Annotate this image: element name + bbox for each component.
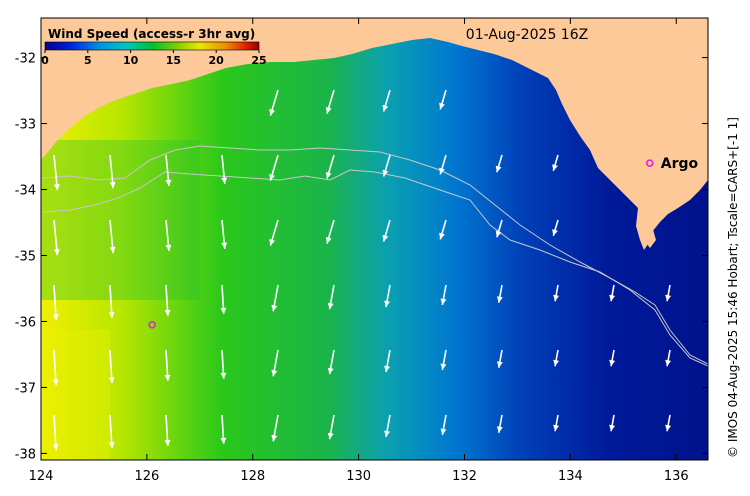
wind-arrow-head (384, 300, 391, 308)
wind-arrow-head (665, 294, 672, 302)
colorbar-ticks: 0 5 10 15 20 25 (41, 50, 267, 67)
colorbar-tick-label: 10 (123, 54, 139, 67)
wind-arrow-head (609, 359, 616, 367)
wind-arrow-head (53, 184, 60, 191)
wind-arrow-head (439, 232, 445, 240)
wind-arrow-head (553, 294, 560, 302)
wind-arrow-head (382, 104, 389, 112)
wind-arrow-head (552, 164, 558, 171)
y-tick-label: -35 (15, 249, 36, 264)
land-peninsula (638, 208, 656, 248)
argo-float-marker (148, 320, 156, 329)
wind-arrow-head (382, 169, 389, 177)
wind-arrow-head (327, 367, 334, 375)
wind-arrow-head (384, 365, 391, 373)
wind-arrow-head (165, 179, 172, 186)
x-tick-label: 126 (134, 469, 159, 484)
wind-arrow-head (108, 377, 115, 384)
wind-arrow-head (109, 246, 116, 254)
wind-arrow-head (327, 302, 334, 310)
axis-ticks: 124 126 128 130 132 134 136 -32 -33 -34 -35 -36 -37 -… (15, 18, 708, 484)
colorbar-tick-label: 0 (41, 54, 49, 67)
wind-arrow-head (164, 309, 171, 317)
wind-arrow-head (325, 106, 332, 114)
wind-arrow-head (665, 424, 672, 432)
wind-arrow-head (269, 174, 275, 181)
wind-arrow-head (665, 359, 672, 367)
wind-arrow-head (165, 244, 172, 251)
wind-arrow-head (271, 434, 278, 442)
wind-arrow-head (108, 312, 115, 319)
x-tick-label: 130 (346, 469, 371, 484)
wind-arrow-head (440, 298, 447, 305)
wind-shading-sw (41, 330, 110, 460)
wind-arrow-head (221, 242, 228, 249)
wind-arrow-head (325, 171, 332, 179)
wind-arrow-head (325, 236, 332, 244)
wind-arrow-head (440, 428, 447, 435)
wind-arrow-head (495, 230, 502, 238)
wind-arrow-head (52, 314, 59, 321)
colorbar-tick-label: 5 (84, 54, 92, 67)
wind-arrow-head (164, 374, 171, 382)
wind-arrow-head (496, 361, 503, 368)
colorbar-tick-label: 20 (209, 54, 225, 67)
wind-arrow-head (271, 369, 278, 377)
wind-arrow-head (220, 372, 227, 379)
marker-label: Argo (661, 156, 699, 172)
wind-arrow-head (439, 102, 445, 110)
y-tick-label: -37 (15, 381, 36, 396)
wind-arrow-head (220, 437, 227, 444)
y-tick-label: -32 (15, 52, 36, 67)
x-tick-label: 128 (240, 469, 265, 484)
date-label: 01-Aug-2025 16Z (466, 27, 588, 43)
y-tick-label: -36 (15, 315, 36, 330)
wind-arrow-head (553, 359, 560, 367)
wind-arrow-head (53, 249, 60, 256)
colorbar-tick-label: 25 (251, 54, 266, 67)
colorbar-tick-label: 15 (166, 54, 181, 67)
wind-arrow-head (552, 229, 558, 236)
wind-arrow-head (609, 424, 616, 432)
wind-arrow-head (269, 109, 275, 116)
wind-arrow-head (496, 426, 503, 433)
wind-arrow-head (609, 294, 616, 302)
wind-vector-field (52, 89, 672, 451)
wind-arrow-head (269, 239, 275, 246)
wind-arrow-head (164, 439, 171, 447)
wind-arrow-head (52, 379, 59, 386)
map-frame (40, 17, 709, 461)
wind-arrow-head (440, 363, 447, 370)
wind-arrow-head (439, 167, 445, 175)
y-tick-label: -38 (15, 447, 36, 462)
x-tick-label: 134 (558, 469, 583, 484)
wind-shading-nw (41, 140, 200, 300)
wind-arrow-head (382, 234, 389, 242)
credit-text: © IMOS 04-Aug-2025 15:46 Hobart; Tscale=… (726, 117, 740, 458)
wind-arrow-head (221, 177, 228, 184)
colorbar (44, 41, 260, 51)
y-tick-label: -34 (15, 184, 36, 199)
x-tick-label: 136 (664, 469, 689, 484)
x-tick-label: 124 (29, 469, 54, 484)
wind-arrow-head (327, 432, 334, 440)
wind-arrow-head (495, 165, 502, 173)
x-tick-label: 132 (452, 469, 477, 484)
colorbar-legend: Wind Speed (access-r 3hr avg) 0 5 10 15 20 25 (41, 27, 266, 67)
wind-arrow-head (553, 424, 560, 432)
shelf-contour-2000m (41, 169, 708, 367)
marker-layer: Argo (148, 156, 699, 329)
wind-arrow-head (109, 181, 116, 189)
wind-arrow-head (271, 304, 278, 312)
argo-float-marker (645, 159, 654, 167)
colorbar-title: Wind Speed (access-r 3hr avg) (48, 27, 255, 41)
y-tick-label: -33 (15, 118, 36, 133)
wind-arrow-head (52, 444, 59, 451)
wind-arrow-head (220, 307, 227, 314)
wind-arrow-head (496, 296, 503, 303)
shelf-contour-200m (41, 145, 708, 365)
wind-arrow-head (108, 442, 115, 449)
wind-arrow-head (384, 430, 391, 438)
